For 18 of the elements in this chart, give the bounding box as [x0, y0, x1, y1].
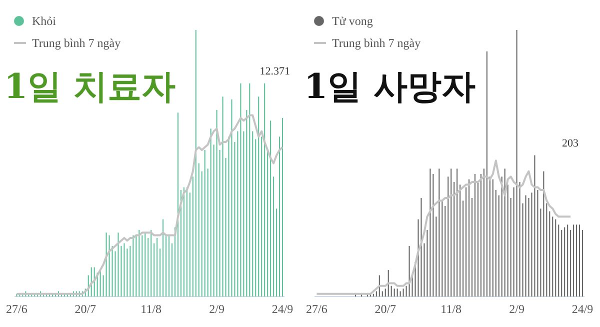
annotation: 203: [562, 138, 580, 150]
x-tick-label: 2/9: [209, 302, 224, 316]
x-tick-label: 2/9: [509, 302, 524, 316]
annotation: 12.371: [260, 66, 290, 78]
legend-label: Trung bình 7 ngày: [332, 35, 421, 52]
x-tick-label: 20/7: [74, 302, 96, 316]
x-tick-label: 20/7: [374, 302, 396, 316]
x-tick-label: 11/8: [140, 302, 162, 316]
x-tick-label: 11/8: [440, 302, 462, 316]
x-tick-label: 27/6: [306, 302, 328, 316]
x-tick-label: 24/9: [572, 302, 594, 316]
text: 1일 치료자: [4, 66, 176, 109]
x-tick-label: 24/9: [272, 302, 294, 316]
legend-label: Trung bình 7 ngày: [32, 35, 121, 52]
x-tick-label: 27/6: [6, 302, 28, 316]
text: 1일 사망자: [304, 66, 476, 109]
legend-label: Khỏi: [32, 13, 56, 30]
legend-label: Tử vong: [332, 13, 373, 30]
